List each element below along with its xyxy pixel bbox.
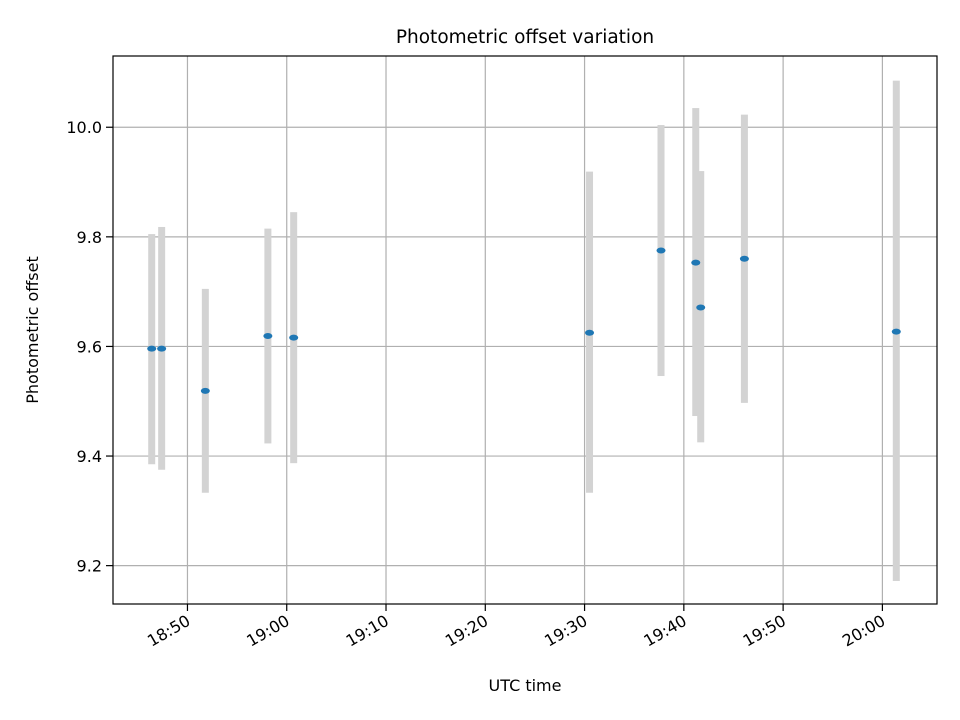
y-tick-label: 10.0 <box>66 118 102 137</box>
data-point <box>656 247 666 254</box>
data-point <box>157 345 167 352</box>
data-point <box>585 329 595 336</box>
grid <box>113 56 937 604</box>
data-point <box>696 304 706 311</box>
y-tick-label: 9.2 <box>77 557 102 576</box>
data-point <box>263 333 273 340</box>
y-tick-label: 9.4 <box>77 447 102 466</box>
y-axis-label: Photometric offset <box>23 256 42 404</box>
plot-frame <box>112 55 938 605</box>
data-point <box>200 387 210 394</box>
data-point <box>147 345 157 352</box>
data-point <box>739 255 749 262</box>
y-tick-label: 9.6 <box>77 337 102 356</box>
data-points <box>147 247 901 394</box>
plot-area <box>113 56 937 604</box>
x-axis-label: UTC time <box>489 676 562 695</box>
data-point <box>891 328 901 335</box>
data-point <box>289 334 299 341</box>
data-point <box>691 259 701 266</box>
y-tick-label: 9.8 <box>77 228 102 247</box>
chart-title: Photometric offset variation <box>396 27 654 48</box>
